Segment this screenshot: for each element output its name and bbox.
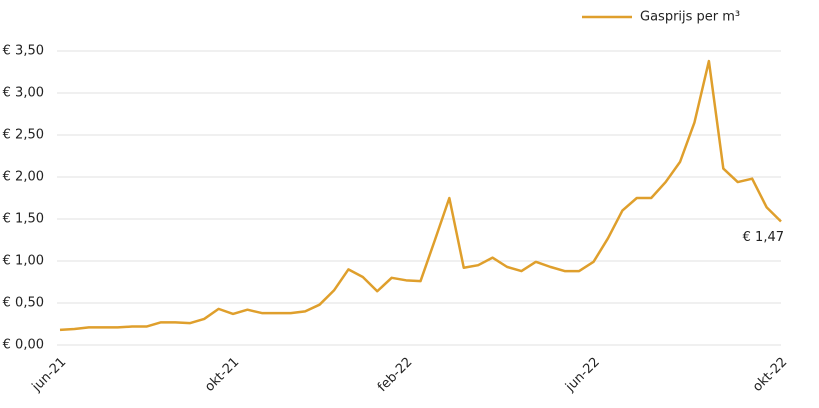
y-tick-label: € 1,50 — [3, 212, 44, 227]
y-tick-label: € 3,00 — [3, 86, 44, 101]
x-tick-label: jun-22 — [562, 355, 603, 396]
y-tick-label: € 0,50 — [3, 296, 44, 311]
annotation: € 1,47 — [743, 230, 784, 245]
x-tick-label: feb-22 — [375, 355, 415, 395]
y-tick-label: € 0,00 — [3, 338, 44, 353]
y-tick-label: € 2,50 — [3, 128, 44, 143]
legend-label: Gasprijs per m³ — [640, 10, 740, 25]
x-tick-label: jun-21 — [29, 355, 70, 396]
y-tick-label: € 1,00 — [3, 254, 44, 269]
x-tick-label: okt-21 — [202, 355, 242, 395]
x-tick-label: okt-22 — [750, 355, 790, 395]
line — [59, 59, 782, 332]
y-tick-label: € 2,00 — [3, 170, 44, 185]
y-tick-label: € 3,50 — [3, 44, 44, 59]
